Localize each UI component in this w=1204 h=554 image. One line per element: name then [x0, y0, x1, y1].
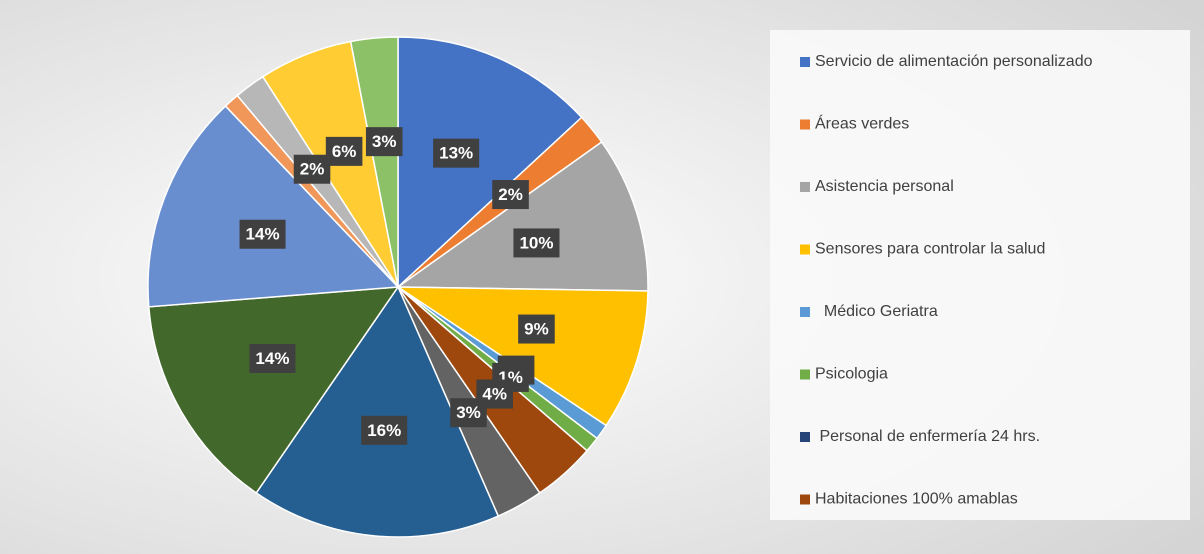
legend-label: Servicio de alimentación personalizado [815, 53, 1093, 70]
data-label: 16% [367, 421, 401, 440]
data-label: 3% [372, 132, 397, 151]
pie-slice [147, 286, 400, 494]
pie-slice [395, 140, 649, 292]
data-label: 2% [300, 160, 325, 179]
legend-swatch [800, 57, 810, 67]
data-label: 4% [482, 385, 507, 404]
data-label: 13% [439, 144, 473, 163]
legend-swatch [800, 432, 810, 442]
data-label-box [239, 219, 286, 249]
legend-label: Médico Geriatra [815, 303, 938, 320]
pie-slice [255, 285, 500, 538]
data-label: 2% [498, 185, 523, 204]
legend-swatch [800, 307, 810, 317]
data-label-box [325, 136, 363, 166]
data-label: 3% [456, 403, 481, 422]
pie-slice [397, 36, 583, 289]
data-label-box [518, 314, 555, 344]
legend-box [770, 30, 1190, 520]
legend-label: Áreas verdes [815, 114, 909, 133]
data-label-box [433, 138, 480, 168]
pie-slice [147, 105, 400, 308]
legend-label: Psicologia [815, 366, 888, 383]
data-label-box [249, 343, 296, 373]
legend-label: Personal de enfermería 24 hrs. [815, 428, 1040, 445]
data-label-box [293, 154, 331, 184]
data-label-box [365, 127, 403, 157]
data-label: 14% [246, 225, 280, 244]
legend-swatch [800, 369, 810, 380]
data-label-box [450, 398, 487, 428]
data-label-box [513, 228, 560, 258]
legend-label: Habitaciones 100% amablas [815, 491, 1018, 508]
legend-swatch [800, 244, 810, 255]
data-label: 14% [255, 349, 289, 368]
data-label: 6% [332, 142, 357, 161]
legend-label: Sensores para controlar la salud [815, 241, 1045, 258]
legend-label: Asistencia personal [815, 178, 954, 195]
legend-swatch [800, 494, 810, 505]
data-label-box [361, 415, 408, 445]
pie-slice [349, 36, 399, 288]
data-label: 9% [524, 320, 549, 339]
legend-swatch [800, 119, 810, 130]
legend-swatch [800, 182, 810, 192]
data-label-box [492, 180, 529, 210]
data-label: 10% [519, 233, 553, 252]
